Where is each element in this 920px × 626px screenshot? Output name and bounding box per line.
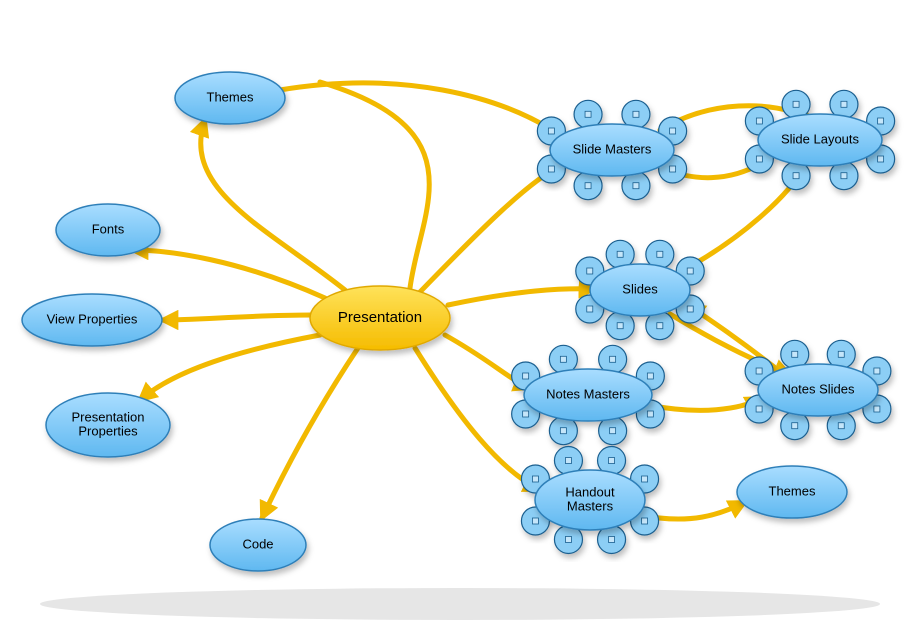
node-code: Code xyxy=(210,519,306,571)
node-ellipse xyxy=(210,519,306,571)
floor-shadow xyxy=(40,588,880,620)
edge-center-code xyxy=(262,348,358,518)
node-slides: Slides xyxy=(590,264,690,316)
edge-center-presprops xyxy=(140,335,320,400)
node-ellipse xyxy=(310,286,450,350)
edges-layer xyxy=(132,82,810,519)
node-presprops: PresentationProperties xyxy=(46,393,170,457)
node-ellipse xyxy=(550,124,674,176)
node-viewprops: View Properties xyxy=(22,294,162,346)
node-ellipse xyxy=(737,466,847,518)
node-slidelayouts: Slide Layouts xyxy=(758,114,882,166)
node-ellipse xyxy=(758,364,878,416)
node-ellipse xyxy=(524,369,652,421)
node-ellipse xyxy=(175,72,285,124)
edge-center-slides xyxy=(448,289,595,305)
edge-center-viewprops xyxy=(162,315,312,320)
node-ellipse xyxy=(22,294,162,346)
node-ellipse xyxy=(56,204,160,256)
edge-center-fonts xyxy=(132,250,325,298)
node-themes2: Themes xyxy=(737,466,847,518)
node-slidemasters: Slide Masters xyxy=(550,124,674,176)
node-notesmasters: Notes Masters xyxy=(524,369,652,421)
edge-themes1-sm xyxy=(280,83,560,135)
node-ellipse xyxy=(590,264,690,316)
edge-center-slidemasters_b xyxy=(320,82,429,288)
node-fonts: Fonts xyxy=(56,204,160,256)
node-ellipse xyxy=(535,470,645,530)
node-notesslides: Notes Slides xyxy=(758,364,878,416)
node-handoutmasters: HandoutMasters xyxy=(535,470,645,530)
node-presentation: Presentation xyxy=(310,286,450,350)
node-ellipse xyxy=(758,114,882,166)
node-themes1: Themes xyxy=(175,72,285,124)
node-ellipse xyxy=(46,393,170,457)
edge-center-slidemasters xyxy=(420,165,562,292)
